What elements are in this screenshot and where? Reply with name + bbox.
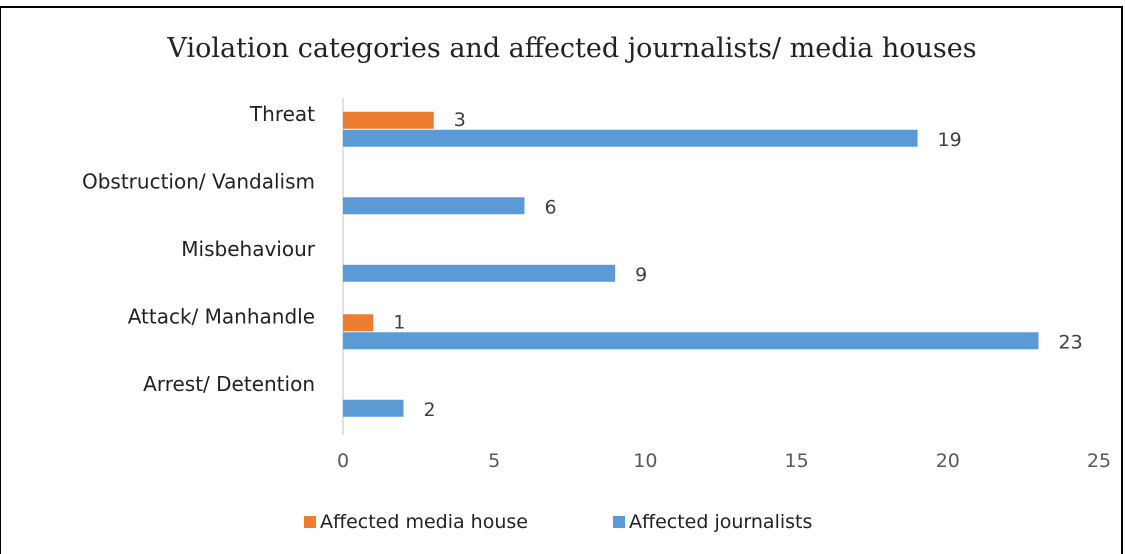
bar-affected-journalists [343,264,616,282]
data-label: 9 [635,264,647,286]
legend-swatch [304,516,316,528]
x-tick-label: 10 [633,450,657,472]
category-label: Threat [249,102,315,126]
x-tick-label: 20 [936,450,960,472]
legend-label: Affected media house [320,511,528,533]
bar-affected-journalists [343,399,404,417]
legend-label: Affected journalists [629,511,812,533]
data-label: 23 [1059,331,1083,353]
x-tick-label: 15 [785,450,809,472]
bar-affected-journalists [343,197,525,215]
category-label: Attack/ Manhandle [128,304,315,328]
category-label: Obstruction/ Vandalism [82,169,315,193]
data-label: 6 [544,196,556,218]
legend: Affected media house Affected journalists [304,511,812,533]
bar-affected-media-house [343,111,434,129]
chart-title: Violation categories and affected journa… [166,33,976,64]
data-label: 2 [423,399,435,421]
legend-swatch [613,516,625,528]
x-tick-label: 0 [337,450,349,472]
data-label: 19 [938,129,962,151]
x-tick-label: 25 [1087,450,1111,472]
x-tick-label: 5 [488,450,500,472]
data-label: 1 [393,311,405,333]
bar-affected-journalists [343,332,1039,350]
data-label: 3 [454,109,466,131]
chart-frame [0,6,1123,554]
bar-affected-journalists [343,129,918,147]
category-label: Misbehaviour [181,237,315,261]
category-label: Arrest/ Detention [143,372,315,396]
bar-affected-media-house [343,314,374,332]
